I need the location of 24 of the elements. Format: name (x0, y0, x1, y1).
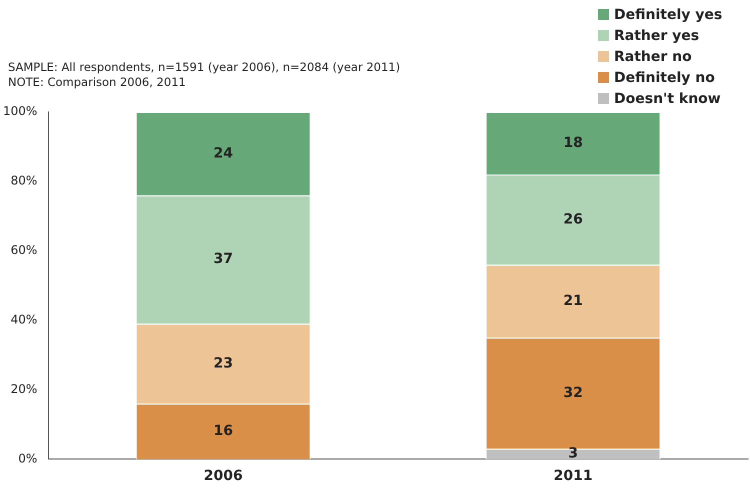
legend-label: Rather yes (614, 28, 700, 44)
data-label: 23 (213, 355, 233, 372)
legend-label: Definitely yes (614, 6, 722, 22)
text: NOTE: Comparison 2006, 2011 (8, 75, 187, 90)
legend-label: Definitely no (614, 70, 715, 86)
data-label: 18 (563, 134, 583, 151)
data-label: 21 (563, 292, 583, 309)
data-label: 32 (563, 384, 583, 401)
data-label: 24 (213, 145, 234, 162)
text: SAMPLE: All respondents, n=1591 (year 2006), n=2084 (year 2011) (8, 60, 400, 75)
x-tick-label: 2006 (204, 468, 243, 484)
y-tick-label: 60% (10, 243, 38, 258)
y-tick-label: 20% (10, 382, 38, 396)
data-label: 16 (213, 423, 233, 440)
legend-label: Rather no (614, 48, 692, 64)
y-tick-label: 40% (10, 312, 38, 326)
data-label: 37 (213, 251, 233, 268)
y-tick-label: 100% (2, 104, 38, 118)
data-label: 26 (563, 211, 583, 228)
y-tick-label: 0% (18, 451, 38, 466)
x-tick-label: 2011 (554, 468, 593, 484)
legend-label: Doesn't know (614, 90, 721, 106)
data-label: 3 (568, 446, 578, 462)
y-tick-label: 80% (10, 174, 38, 188)
